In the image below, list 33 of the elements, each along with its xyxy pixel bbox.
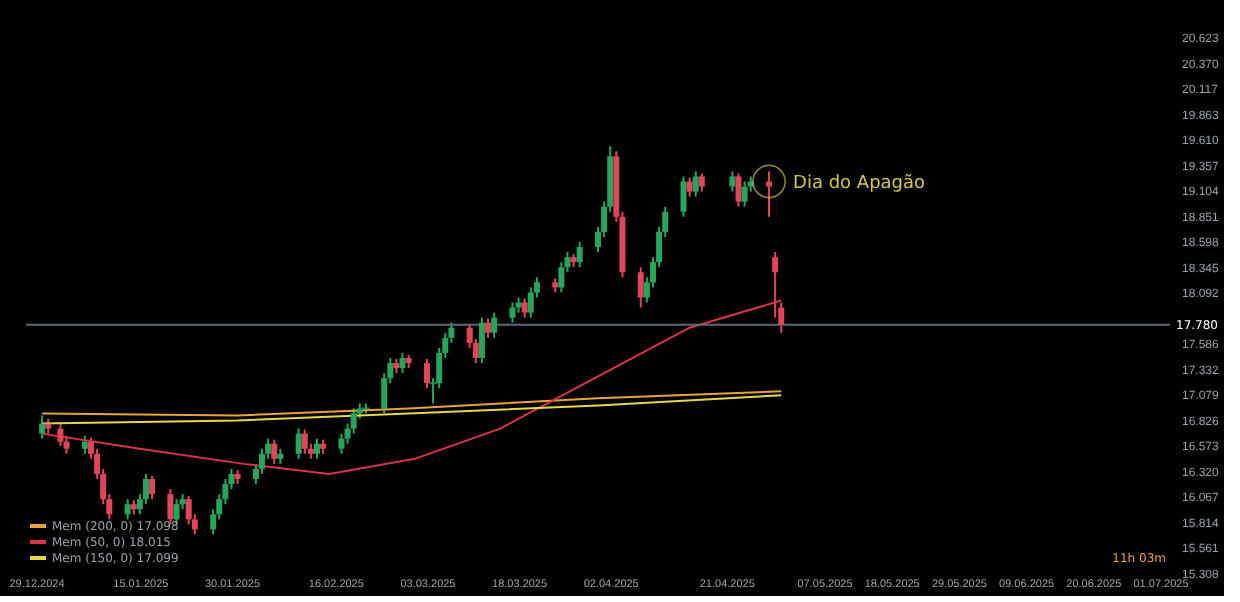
- candlestick: [637, 266, 644, 309]
- candlestick: [478, 316, 485, 365]
- line-series: [41, 390, 783, 417]
- candlestick: [81, 434, 88, 455]
- line-series: [41, 299, 783, 475]
- candlestick: [149, 474, 156, 501]
- candlestick: [766, 170, 773, 218]
- candlestick: [576, 241, 583, 269]
- candlestick: [185, 495, 192, 526]
- candlestick: [295, 427, 302, 460]
- candlestick: [686, 176, 693, 198]
- candlestick: [698, 172, 705, 193]
- candlestick: [692, 170, 699, 198]
- candlestick: [142, 472, 149, 506]
- candlestick: [772, 251, 779, 319]
- candlestick: [39, 414, 46, 440]
- candlestick: [491, 311, 498, 339]
- candlestick: [735, 172, 742, 208]
- candlestick: [423, 357, 430, 390]
- candlestick: [314, 437, 320, 460]
- candlestick: [399, 351, 406, 375]
- candlestick: [338, 432, 345, 455]
- candlestick: [729, 170, 736, 193]
- candlestick: [509, 301, 516, 324]
- candlestick: [741, 180, 748, 208]
- candlestick: [680, 175, 687, 218]
- candlestick: [301, 428, 308, 455]
- candlestick: [271, 438, 278, 465]
- candlestick: [57, 422, 64, 447]
- candlestick: [124, 498, 131, 521]
- candlestick: [521, 297, 528, 319]
- annotation: Dia do Apagão: [793, 173, 927, 194]
- candlestick: [485, 317, 492, 339]
